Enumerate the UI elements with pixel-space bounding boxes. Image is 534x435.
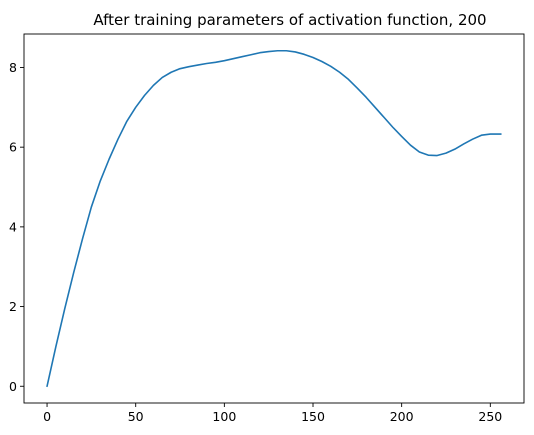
x-tick-label: 200	[390, 409, 414, 424]
plot-background	[24, 34, 524, 403]
chart-title: After training parameters of activation …	[93, 11, 486, 29]
y-tick-label: 4	[9, 219, 17, 234]
plot-area	[24, 34, 524, 403]
x-tick-label: 0	[43, 409, 51, 424]
series-line-0	[46, 49, 502, 388]
series-layer	[46, 49, 502, 388]
y-tick-label: 0	[9, 379, 17, 394]
y-tick-label: 6	[9, 140, 17, 155]
axes-frame	[23, 33, 525, 404]
x-tick-label: 150	[301, 409, 325, 424]
x-tick-label: 250	[478, 409, 502, 424]
x-tick-label: 100	[212, 409, 236, 424]
axes-layer: 0 50 100 150 200 250 0 2 4 6 8	[9, 33, 525, 424]
y-tick-label: 8	[9, 60, 17, 75]
y-tick-label: 2	[9, 299, 17, 314]
x-tick-label: 50	[128, 409, 144, 424]
